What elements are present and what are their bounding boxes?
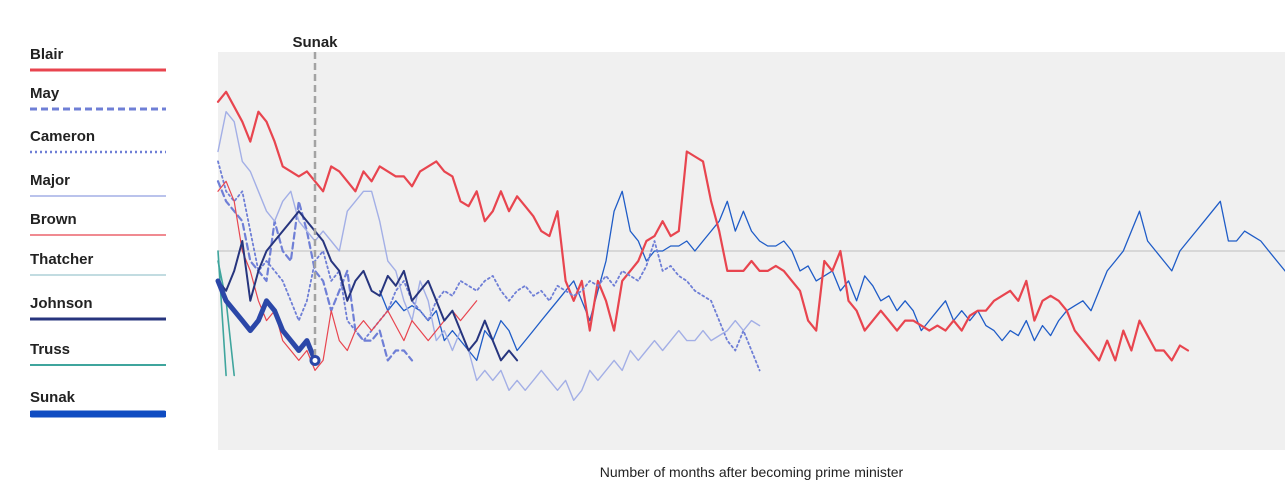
legend-swatch-sunak (30, 410, 166, 418)
legend-swatch-blair (30, 68, 166, 72)
sunak-marker-label: Sunak (292, 34, 338, 51)
legend-item-thatcher: Thatcher (30, 251, 166, 279)
legend-label-may: May (30, 85, 60, 102)
series-layer (215, 90, 1190, 401)
legend-swatch-johnson (30, 317, 166, 321)
x-axis-label: Number of months after becoming prime mi… (599, 464, 904, 480)
legend-item-sunak: Sunak (30, 389, 166, 419)
series-line-extra-0 (379, 190, 1285, 362)
legend-item-may: May (30, 85, 166, 113)
legend-swatch-truss (30, 364, 166, 366)
legend-item-major: Major (30, 172, 166, 200)
series-line-cameron (217, 160, 761, 372)
legend-swatch-brown (30, 234, 166, 236)
legend-label-truss: Truss (30, 341, 71, 358)
legend-item-truss: Truss (30, 341, 166, 369)
legend-swatch-may (30, 107, 166, 111)
series-line-johnson (217, 210, 519, 362)
legend-swatch-thatcher (30, 274, 166, 276)
series-line-may (216, 180, 414, 362)
legend-item-blair: Blair (30, 46, 166, 74)
legend-label-cameron: Cameron (30, 128, 96, 145)
legend-label-johnson: Johnson (30, 295, 93, 312)
legend-label-sunak: Sunak (30, 389, 76, 406)
series-line-blair (216, 90, 1190, 362)
legend-label-brown: Brown (30, 211, 77, 228)
series-line-truss (217, 250, 227, 377)
legend-item-brown: Brown (30, 211, 166, 239)
sunak-end-marker (309, 354, 321, 366)
extra-series-layer (379, 190, 1285, 362)
legend-item-johnson: Johnson (30, 295, 166, 323)
legend-item-cameron: Cameron (30, 128, 166, 156)
legend: Blair May Cameron Major Brown Thatcher J… (0, 0, 180, 478)
series-line-major (217, 110, 761, 401)
legend-label-blair: Blair (30, 46, 64, 63)
legend-label-major: Major (30, 172, 71, 189)
series-line-sunak (215, 278, 318, 363)
legend-label-thatcher: Thatcher (30, 251, 94, 268)
legend-swatch-major (30, 195, 166, 197)
